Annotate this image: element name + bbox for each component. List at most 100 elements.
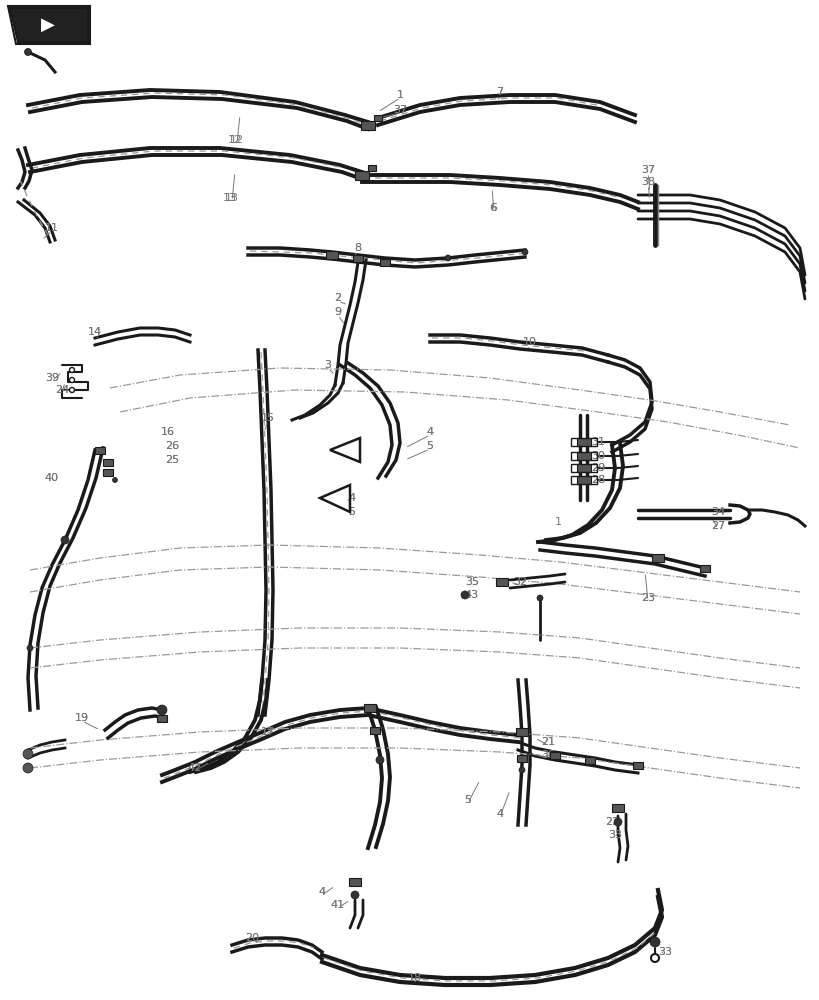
Text: 13: 13 (224, 193, 238, 203)
Bar (570, 438, 596, 446)
Bar (495, 578, 508, 586)
Text: 17: 17 (260, 727, 274, 737)
Bar (103, 468, 113, 476)
Text: 33: 33 (657, 947, 672, 957)
Circle shape (23, 763, 33, 773)
Bar (368, 165, 376, 171)
Text: 23: 23 (640, 593, 654, 603)
Text: 19: 19 (75, 713, 89, 723)
Text: 41: 41 (331, 900, 345, 910)
Text: 33: 33 (607, 830, 622, 840)
Text: 8: 8 (354, 243, 361, 253)
Text: 27: 27 (710, 521, 724, 531)
Text: 4: 4 (348, 493, 355, 503)
Text: 11: 11 (45, 223, 59, 233)
Text: 33: 33 (607, 830, 622, 840)
Text: 20: 20 (245, 933, 259, 943)
Text: 22: 22 (604, 817, 618, 827)
Text: 32: 32 (513, 577, 527, 587)
Text: 14: 14 (88, 327, 102, 337)
Text: 37: 37 (392, 105, 406, 115)
Text: 4: 4 (426, 427, 433, 437)
Circle shape (460, 591, 468, 599)
Bar (577, 438, 590, 446)
Text: 4: 4 (495, 809, 503, 819)
Text: 1: 1 (396, 90, 403, 100)
Bar (352, 254, 363, 261)
Bar (699, 564, 709, 572)
Polygon shape (10, 8, 88, 42)
Circle shape (522, 249, 527, 255)
Bar (364, 704, 376, 712)
Circle shape (536, 595, 542, 601)
Circle shape (112, 478, 117, 483)
Text: 22: 22 (604, 817, 618, 827)
Text: 24: 24 (55, 385, 69, 395)
Text: 4: 4 (495, 809, 503, 819)
Text: 11: 11 (45, 223, 59, 233)
Text: 43: 43 (464, 590, 478, 600)
Text: 16: 16 (161, 427, 174, 437)
Text: 4: 4 (426, 427, 433, 437)
Text: 25: 25 (165, 455, 179, 465)
Circle shape (351, 891, 359, 899)
Text: 31: 31 (590, 437, 604, 447)
Text: 32: 32 (513, 577, 527, 587)
Text: 38: 38 (640, 177, 654, 187)
Bar (515, 728, 527, 736)
Text: 35: 35 (464, 577, 478, 587)
Text: 37: 37 (640, 165, 654, 175)
Text: 3: 3 (324, 360, 331, 370)
Text: 24: 24 (55, 385, 69, 395)
Text: 21: 21 (541, 737, 554, 747)
Text: 31: 31 (590, 437, 604, 447)
Text: 35: 35 (464, 577, 478, 587)
Text: 20: 20 (245, 933, 259, 943)
Text: 2: 2 (334, 293, 342, 303)
Text: 9: 9 (334, 307, 342, 317)
Text: 28: 28 (590, 475, 604, 485)
Bar (103, 458, 113, 466)
Text: 9: 9 (334, 307, 342, 317)
Text: 25: 25 (165, 455, 179, 465)
Text: 43: 43 (464, 590, 478, 600)
Text: 12: 12 (229, 135, 244, 145)
Bar (326, 251, 337, 259)
Text: 26: 26 (165, 441, 179, 451)
Text: 1: 1 (396, 90, 403, 100)
Bar (360, 121, 374, 130)
Bar (550, 752, 559, 758)
Text: 14: 14 (88, 327, 102, 337)
Bar (577, 452, 590, 460)
Text: 2: 2 (334, 293, 342, 303)
Bar (584, 756, 595, 764)
Text: 18: 18 (407, 973, 422, 983)
Text: 21: 21 (541, 737, 554, 747)
Text: 6: 6 (490, 203, 497, 213)
Text: 29: 29 (590, 463, 604, 473)
Text: 4: 4 (318, 887, 325, 897)
Text: 33: 33 (657, 947, 672, 957)
Text: 40: 40 (45, 473, 59, 483)
Bar (369, 726, 379, 734)
Circle shape (61, 536, 69, 544)
Text: 23: 23 (640, 593, 654, 603)
Text: 10: 10 (523, 337, 536, 347)
Circle shape (25, 49, 31, 56)
Bar (516, 754, 527, 762)
Text: 12: 12 (228, 135, 242, 145)
Text: 5: 5 (348, 507, 355, 517)
Text: 7: 7 (495, 87, 503, 97)
Text: 4: 4 (348, 493, 355, 503)
Text: 26: 26 (165, 441, 179, 451)
Bar (611, 804, 623, 812)
Bar (570, 452, 596, 460)
Circle shape (23, 749, 33, 759)
Text: 15: 15 (260, 413, 274, 423)
Text: 39: 39 (45, 373, 59, 383)
Text: 17: 17 (260, 727, 274, 737)
Circle shape (650, 954, 658, 962)
Text: 8: 8 (354, 243, 361, 253)
Text: 7: 7 (495, 87, 503, 97)
Bar (570, 476, 596, 484)
